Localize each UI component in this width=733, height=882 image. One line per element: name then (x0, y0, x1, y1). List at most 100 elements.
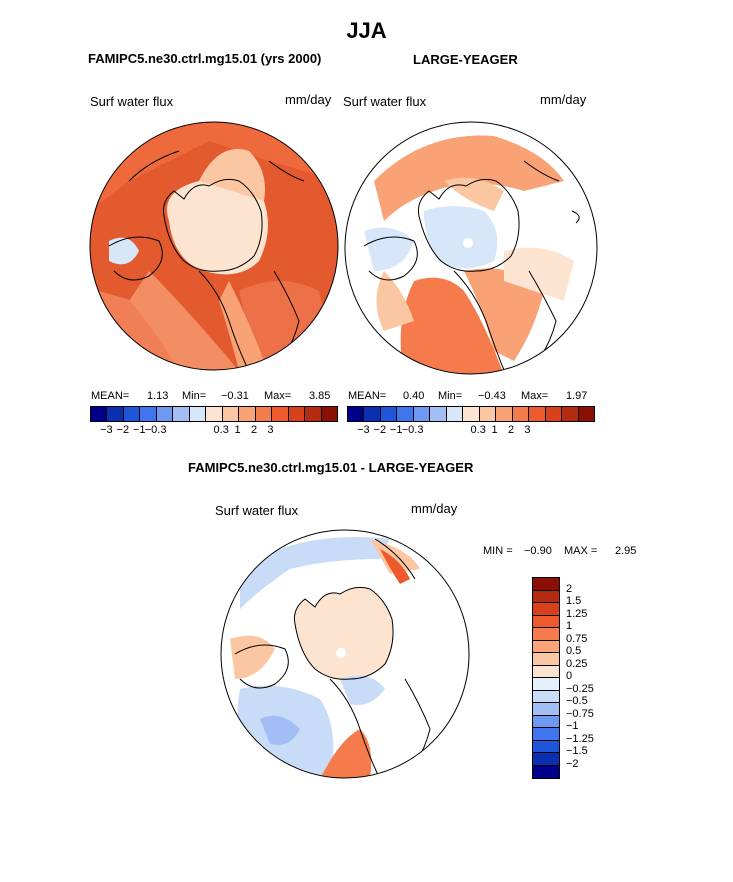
colorbar-tick-label: −3 (100, 424, 113, 436)
colorbar-swatch (348, 407, 365, 421)
colorbar-swatch (107, 407, 124, 421)
colorbar-swatch (533, 690, 559, 703)
colorbar-tick-label: 0.75 (566, 632, 588, 645)
right-min-value: −0.43 (478, 390, 506, 402)
colorbar-tick-label: 1 (491, 424, 498, 436)
left-max-label: Max= (264, 390, 292, 402)
colorbar-swatch (463, 407, 480, 421)
colorbar-swatch (239, 407, 256, 421)
colorbar-swatch (533, 665, 559, 678)
left-max-value: 3.85 (309, 390, 331, 402)
colorbar-swatch (533, 590, 559, 603)
colorbar-swatch (533, 715, 559, 728)
right-unit-label: mm/day (540, 92, 587, 107)
colorbar-tick-label: −0.5 (566, 695, 588, 707)
colorbar-swatch (533, 640, 559, 653)
colorbar-tick-label: −1 (389, 424, 403, 436)
right-colorbar (347, 406, 595, 422)
diff-max-value: 2.95 (615, 545, 637, 557)
right-polar-map (344, 121, 598, 375)
diff-min-label: MIN = (483, 545, 513, 557)
difference-colorbar (532, 577, 560, 779)
right-variable-label: Surf water flux (343, 94, 427, 109)
right-min-label: Min= (438, 390, 463, 402)
colorbar-swatch (529, 407, 546, 421)
colorbar-tick-label: −1.5 (566, 745, 588, 757)
diff-max-label: MAX = (564, 545, 598, 557)
colorbar-swatch (533, 753, 559, 766)
diff-min-value: −0.90 (524, 545, 552, 557)
colorbar-swatch (533, 740, 559, 753)
colorbar-swatch (288, 407, 306, 421)
colorbar-tick-label: 3 (267, 424, 274, 436)
colorbar-tick-label: 0 (566, 670, 573, 682)
colorbar-swatch (206, 407, 223, 421)
colorbar-tick-label: 1.25 (566, 607, 588, 620)
colorbar-tick-label: −2 (373, 424, 387, 436)
colorbar-tick-label: −0.3 (401, 424, 424, 436)
colorbar-swatch (533, 603, 559, 616)
colorbar-tick-label: −2 (566, 757, 579, 770)
colorbar-tick-label: 2 (250, 424, 258, 436)
colorbar-tick-label: 1 (566, 620, 573, 632)
figure-title: JJA (346, 18, 387, 43)
colorbar-swatch (533, 678, 559, 691)
colorbar-tick-label: 0.25 (566, 657, 588, 670)
colorbar-swatch (397, 407, 414, 421)
colorbar-tick-label: −3 (357, 424, 370, 436)
right-mean-label: MEAN= (348, 390, 387, 402)
colorbar-swatch (430, 407, 447, 421)
left-colorbar (90, 406, 338, 422)
colorbar-swatch (173, 407, 190, 421)
colorbar-swatch (380, 407, 398, 421)
colorbar-tick-label: −0.75 (566, 707, 594, 720)
colorbar-tick-label: 2 (566, 582, 573, 595)
colorbar-swatch (156, 407, 174, 421)
colorbar-swatch (533, 728, 559, 741)
left-variable-label: Surf water flux (90, 94, 174, 109)
colorbar-tick-label: 1.5 (566, 595, 582, 607)
right-max-label: Max= (521, 390, 549, 402)
colorbar-swatch (533, 765, 559, 778)
colorbar-tick-label: −0.3 (144, 424, 167, 436)
diff-variable-label: Surf water flux (215, 503, 299, 518)
colorbar-swatch (533, 578, 559, 591)
left-min-value: −0.31 (221, 390, 249, 402)
left-mean-value: 1.13 (147, 390, 169, 402)
colorbar-swatch (321, 407, 338, 421)
colorbar-swatch (272, 407, 289, 421)
colorbar-swatch (533, 653, 559, 666)
colorbar-swatch (446, 407, 464, 421)
colorbar-swatch (545, 407, 563, 421)
colorbar-swatch (578, 407, 595, 421)
colorbar-swatch (479, 407, 497, 421)
colorbar-swatch (533, 615, 559, 628)
colorbar-tick-label: 0.5 (566, 645, 582, 657)
colorbar-swatch (255, 407, 273, 421)
colorbar-tick-label: 3 (524, 424, 531, 436)
colorbar-swatch (496, 407, 513, 421)
colorbar-tick-label: −1.25 (566, 732, 594, 745)
colorbar-swatch (222, 407, 240, 421)
colorbar-swatch (189, 407, 207, 421)
colorbar-tick-label: −0.25 (566, 682, 594, 695)
left-min-label: Min= (182, 390, 207, 402)
colorbar-tick-label: −1 (132, 424, 146, 436)
left-polar-map (89, 121, 339, 371)
right-panel-heading: LARGE-YEAGER (413, 52, 518, 67)
right-mean-value: 0.40 (403, 390, 425, 402)
difference-polar-map (220, 529, 470, 779)
colorbar-tick-label: 0.3 (213, 424, 229, 436)
right-max-value: 1.97 (566, 390, 588, 402)
colorbar-swatch (364, 407, 381, 421)
left-panel-heading: FAMIPC5.ne30.ctrl.mg15.01 (yrs 2000) (88, 51, 322, 66)
colorbar-tick-label: 1 (234, 424, 241, 436)
colorbar-tick-label: −1 (566, 720, 579, 732)
diff-unit-label: mm/day (411, 501, 458, 516)
colorbar-tick-label: 2 (507, 424, 515, 436)
colorbar-swatch (305, 407, 322, 421)
colorbar-tick-label: 0.3 (470, 424, 486, 436)
left-mean-label: MEAN= (91, 390, 130, 402)
colorbar-swatch (533, 628, 559, 641)
colorbar-swatch (413, 407, 431, 421)
